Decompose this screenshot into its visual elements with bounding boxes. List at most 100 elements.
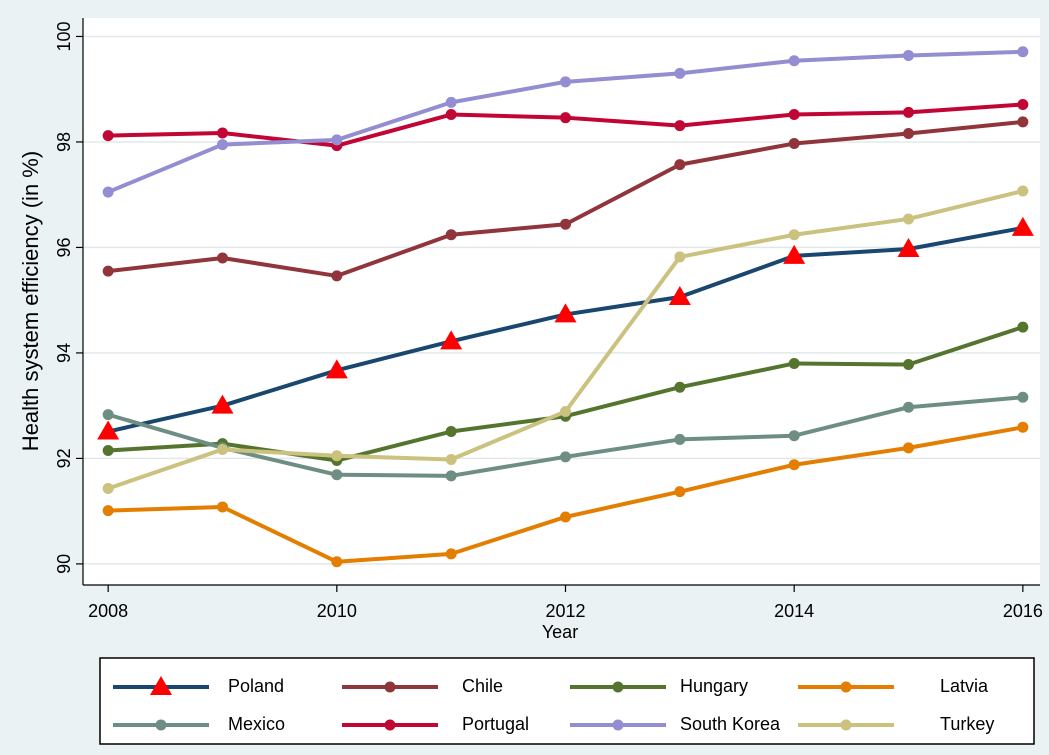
marker (102, 186, 114, 198)
marker (668, 286, 691, 306)
legend-label: Mexico (228, 714, 285, 734)
marker (903, 106, 915, 118)
marker (445, 426, 457, 438)
marker (216, 443, 228, 455)
marker (1011, 216, 1034, 236)
marker (102, 265, 114, 277)
marker (788, 55, 800, 67)
marker (216, 139, 228, 151)
marker (903, 442, 915, 454)
marker (1017, 46, 1029, 58)
y-axis-label: Health system efficiency (in %) (18, 151, 43, 451)
legend-label: Chile (462, 676, 503, 696)
marker (440, 330, 463, 350)
legend-label: South Korea (680, 714, 781, 734)
marker (903, 359, 915, 371)
marker (211, 394, 234, 414)
legend-marker (840, 681, 852, 693)
x-tick-label: 2010 (317, 601, 357, 621)
marker (788, 357, 800, 369)
marker (560, 405, 572, 417)
marker (102, 505, 114, 517)
marker (788, 109, 800, 121)
marker (560, 112, 572, 124)
marker (560, 218, 572, 230)
legend-label: Portugal (462, 714, 529, 734)
marker (445, 453, 457, 465)
plot-area (83, 18, 1040, 585)
marker (783, 244, 806, 264)
legend-marker (150, 676, 172, 695)
marker (674, 159, 686, 171)
marker (331, 556, 343, 568)
legend-marker (155, 719, 167, 731)
marker (331, 270, 343, 282)
marker (445, 109, 457, 121)
marker (903, 401, 915, 413)
marker (1017, 391, 1029, 403)
x-tick-label: 2014 (774, 601, 814, 621)
marker (216, 252, 228, 264)
y-tick-label: 96 (54, 237, 74, 257)
marker (903, 49, 915, 61)
legend-marker (384, 719, 396, 731)
marker (674, 120, 686, 132)
marker (97, 420, 120, 440)
x-tick-label: 2012 (545, 601, 585, 621)
marker (674, 486, 686, 498)
y-tick-label: 100 (54, 21, 74, 51)
x-tick-label: 2016 (1003, 601, 1043, 621)
legend-marker (612, 681, 624, 693)
legend-marker (384, 681, 396, 693)
y-tick-label: 98 (54, 132, 74, 152)
marker (788, 138, 800, 150)
marker (331, 450, 343, 462)
legend-label: Turkey (940, 714, 994, 734)
marker (325, 359, 348, 379)
marker (674, 433, 686, 445)
marker (788, 459, 800, 471)
marker (897, 238, 920, 258)
marker (1017, 421, 1029, 433)
legend-marker (612, 719, 624, 731)
legend-label: Poland (228, 676, 284, 696)
marker (674, 381, 686, 393)
marker (445, 96, 457, 108)
marker (102, 130, 114, 142)
marker (1017, 116, 1029, 128)
legend-label: Latvia (940, 676, 989, 696)
marker (903, 128, 915, 140)
marker (560, 76, 572, 88)
marker (560, 451, 572, 463)
y-tick-label: 90 (54, 554, 74, 574)
marker (102, 482, 114, 494)
y-tick-label: 92 (54, 448, 74, 468)
marker (674, 251, 686, 263)
y-tick-label: 94 (54, 343, 74, 363)
marker (331, 134, 343, 146)
marker (1017, 185, 1029, 197)
marker (1017, 99, 1029, 111)
legend-box (99, 657, 1035, 745)
marker (788, 229, 800, 241)
marker (445, 548, 457, 560)
marker (445, 470, 457, 482)
marker (554, 303, 577, 323)
marker (674, 67, 686, 79)
marker (331, 469, 343, 481)
marker (1017, 321, 1029, 333)
legend-label: Hungary (680, 676, 748, 696)
marker (216, 501, 228, 513)
marker (788, 430, 800, 442)
legend-marker (840, 719, 852, 731)
x-tick-label: 2008 (88, 601, 128, 621)
marker (445, 229, 457, 241)
marker (903, 213, 915, 225)
marker (102, 445, 114, 457)
marker (102, 409, 114, 421)
x-axis-label: Year (542, 622, 578, 642)
marker (560, 511, 572, 523)
marker (216, 127, 228, 139)
